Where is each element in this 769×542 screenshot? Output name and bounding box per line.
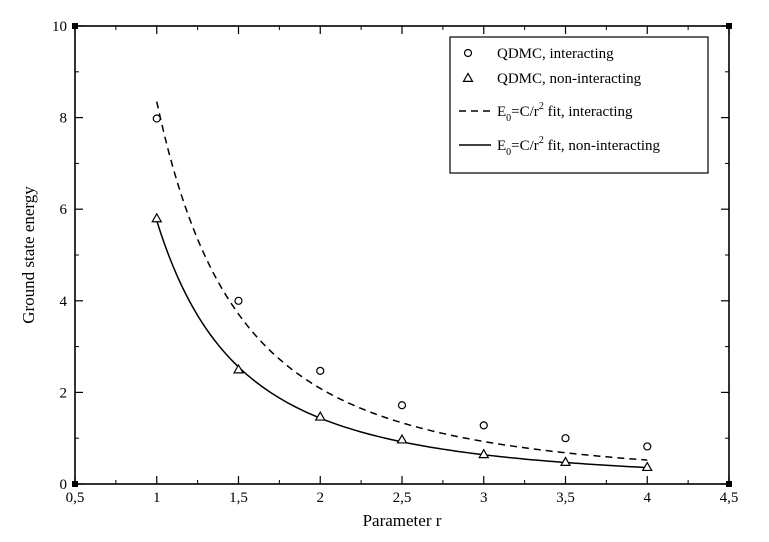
corner-square: [72, 481, 78, 487]
y-tick-label: 0: [60, 477, 68, 493]
x-tick-label: 3: [480, 490, 488, 506]
legend-entry-label: E0=C/r2 fit, interacting: [497, 101, 633, 124]
data-point-non-interacting: [396, 433, 408, 444]
x-tick-label: 0,5: [66, 490, 85, 506]
legend-entry-label-part: 0: [506, 147, 511, 158]
data-point-interacting: [234, 296, 243, 305]
data-point-interacting: [397, 401, 407, 410]
legend-key-triangle: [462, 72, 474, 82]
x-tick-label: 2,5: [393, 490, 412, 506]
fit-curve-non-interacting: [156, 220, 648, 469]
data-point-interacting: [561, 434, 570, 443]
x-axis-label: Parameter r: [363, 511, 442, 530]
y-axis-label: Ground state energy: [19, 186, 38, 324]
corner-square: [726, 481, 732, 487]
x-tick-label: 1: [153, 490, 161, 506]
legend-box: [449, 36, 709, 174]
ticks-layer: 0,5 1 1,5 2 2,5 3 3,5 4 4,5 0 2 4 6 8 10: [52, 19, 738, 506]
legend-entry-label-part: E: [497, 104, 506, 120]
plot-frame: [74, 25, 730, 485]
data-point-non-interacting: [478, 448, 490, 459]
legend-entry-label: E0=C/r2 fit, non-interacting: [497, 135, 661, 158]
data-point-non-interacting: [151, 212, 163, 223]
data-point-non-interacting: [559, 456, 572, 466]
legend-entry-label: QDMC, non-interacting: [497, 71, 642, 87]
legend-entry-label-part: E: [497, 138, 506, 154]
legend-entry-label-part: fit, non-interacting: [544, 138, 661, 154]
data-point-non-interacting: [641, 461, 653, 472]
data-point-non-interacting: [232, 363, 245, 374]
markers-layer: [151, 114, 653, 472]
corner-markers: [72, 23, 732, 487]
legend-entry-label-part: 2: [539, 135, 544, 146]
legend-entry-label-part: =C/r: [511, 138, 539, 154]
x-tick-label: 2: [317, 490, 325, 506]
legend-entry-label-part: =C/r: [511, 104, 539, 120]
x-tick-label: 4,5: [720, 490, 739, 506]
legend-entry-label-part: fit, interacting: [544, 104, 633, 120]
y-tick-label: 10: [52, 19, 67, 35]
y-tick-label: 2: [60, 385, 68, 401]
x-tick-label: 1,5: [229, 490, 248, 506]
y-tick-label: 4: [60, 294, 68, 310]
data-point-interacting: [152, 114, 161, 123]
fit-curve-interacting: [156, 101, 648, 461]
data-point-interacting: [316, 366, 325, 375]
y-tick-label: 6: [60, 202, 68, 218]
x-tick-label: 3,5: [556, 490, 575, 506]
legend-key-circle: [463, 48, 473, 58]
corner-square: [72, 23, 78, 29]
corner-square: [726, 23, 732, 29]
data-point-interacting: [479, 421, 488, 430]
x-tick-label: 4: [644, 490, 652, 506]
y-tick-label: 8: [60, 111, 68, 127]
legend-entry-label: QDMC, interacting: [497, 46, 614, 62]
data-point-non-interacting: [314, 410, 326, 421]
data-point-interacting: [643, 442, 652, 451]
legend-entry-label-part: 2: [539, 101, 544, 112]
legend-entry-label-part: 0: [506, 113, 511, 124]
